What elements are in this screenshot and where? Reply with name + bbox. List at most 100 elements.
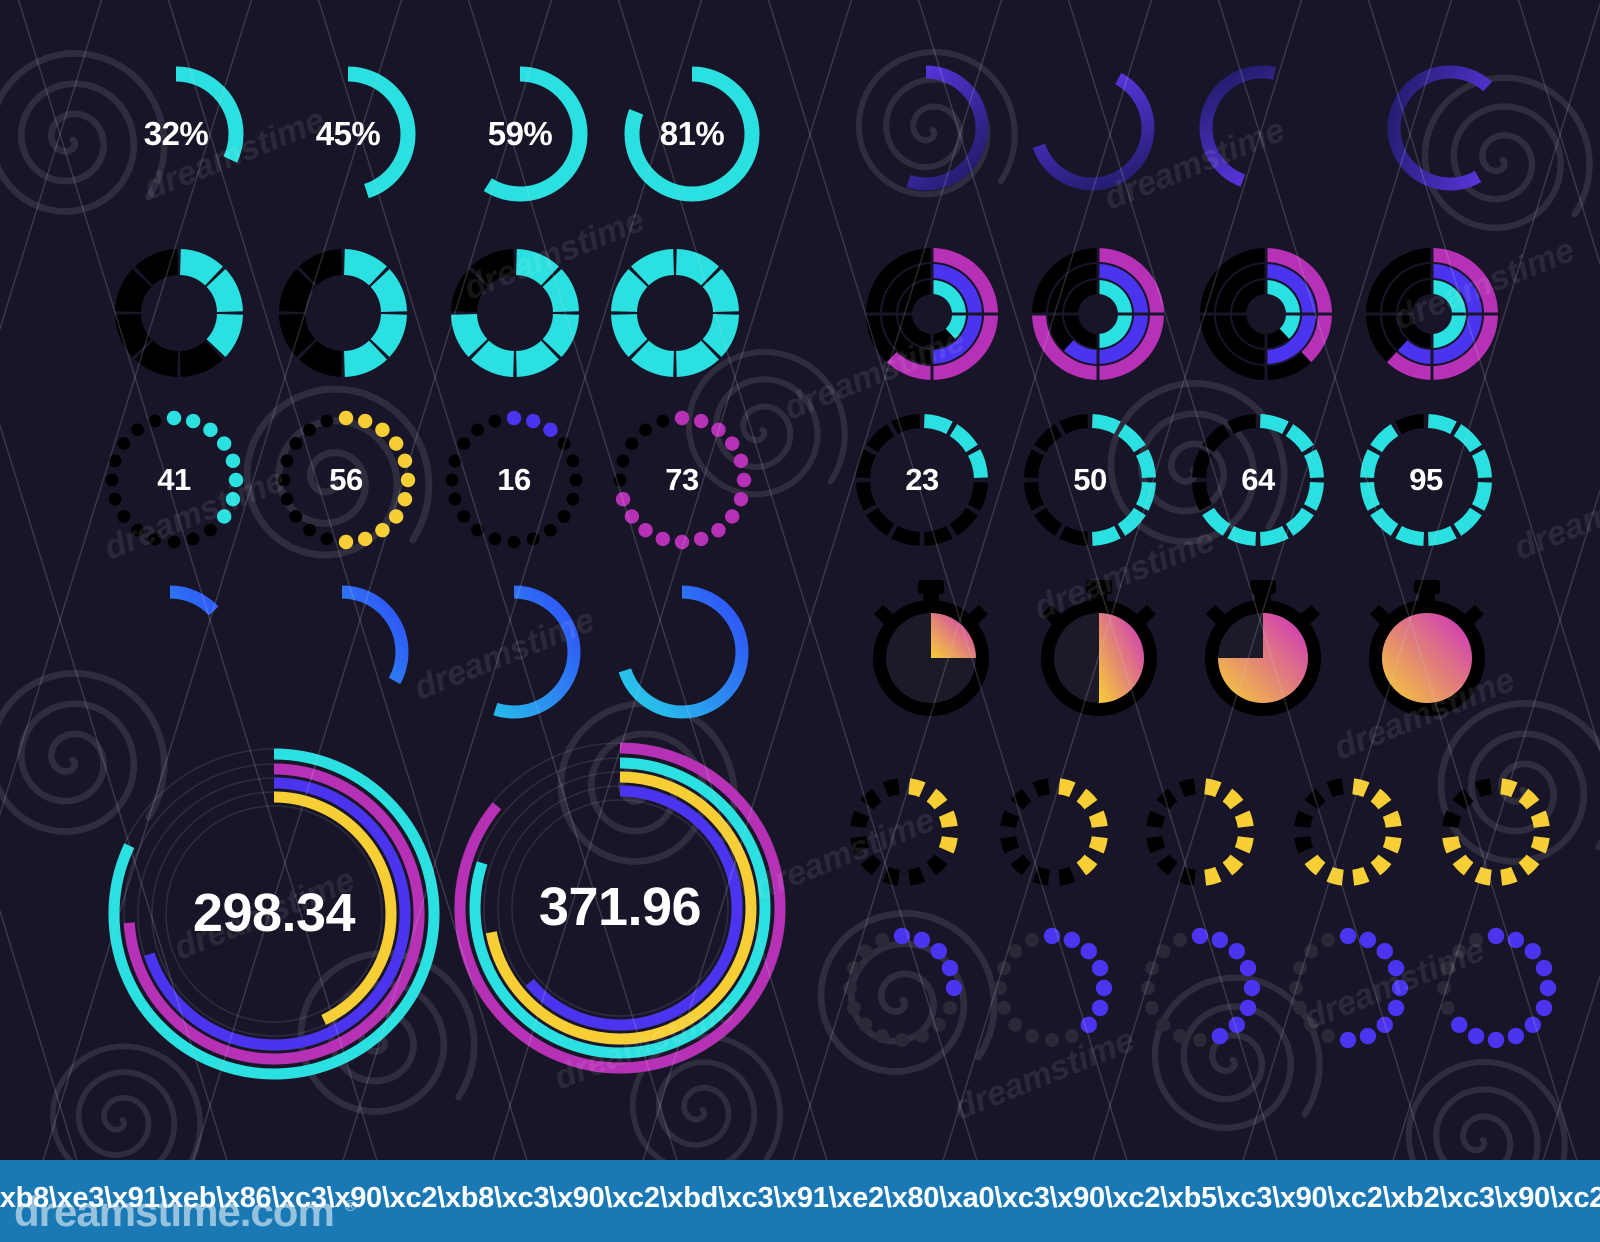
progress-dot-active	[615, 491, 631, 507]
progress-dot-inactive	[557, 510, 571, 523]
dashed-number-ring-95[interactable]: 95	[1348, 402, 1504, 558]
stopwatch-timer-100[interactable]	[1352, 572, 1502, 722]
dash-segment-active	[1453, 507, 1482, 536]
percent-ring-svg	[280, 66, 416, 202]
stopwatch-timer-50[interactable]	[1024, 572, 1174, 722]
tick-inactive	[1326, 778, 1344, 798]
dashed-number-ring-23[interactable]: 23	[844, 402, 1000, 558]
progress-dot-inactive	[613, 473, 627, 487]
concentric-triple-ring-4[interactable]	[1356, 238, 1508, 390]
registered-mark: ®	[344, 1198, 356, 1215]
segmented-donut-4[interactable]	[600, 238, 750, 388]
dial-arc-3	[151, 791, 397, 1037]
concentric-triple-ring-svg	[856, 238, 1008, 390]
dreamstime-brand-text: dreamstime.com ®	[14, 1188, 356, 1236]
gradient-blue-ring-2[interactable]	[268, 578, 416, 726]
stopwatch-crown	[1250, 580, 1276, 594]
progress-dot-active	[724, 436, 740, 451]
yellow-tick-spinner-1[interactable]	[840, 768, 968, 896]
gradient-arc-loader-4[interactable]	[1380, 58, 1520, 198]
big-value-dial-2[interactable]: 371.96	[442, 730, 798, 1086]
dotted-number-ring-16[interactable]: 16	[436, 402, 592, 558]
dashed-number-ring-50[interactable]: 50	[1012, 402, 1168, 558]
tick-active	[1382, 810, 1402, 828]
stopwatch-timer-25[interactable]	[856, 572, 1006, 722]
dashed-number-ring-svg	[856, 414, 988, 546]
spinner-dot-active	[1359, 1027, 1377, 1045]
percent-ring-59[interactable]: 59%	[444, 58, 596, 210]
dotted-number-ring-73[interactable]: 73	[604, 402, 760, 558]
percent-ring-81[interactable]: 81%	[616, 58, 768, 210]
progress-dot-active	[724, 509, 740, 524]
segmented-donut-svg	[115, 249, 243, 377]
segmented-donut-1[interactable]	[104, 238, 254, 388]
stopwatch-timer-75[interactable]	[1188, 572, 1338, 722]
concentric-triple-ring-1[interactable]	[856, 238, 1008, 390]
blue-dot-spinner-1[interactable]	[836, 922, 968, 1054]
gradient-blue-ring-1[interactable]	[96, 578, 244, 726]
percent-ring-45[interactable]: 45%	[272, 58, 424, 210]
gradient-arc-loader-svg	[863, 65, 989, 191]
tick-active	[1352, 866, 1370, 886]
concentric-triple-ring-svg	[1022, 238, 1174, 390]
dashed-number-ring-svg	[1192, 414, 1324, 546]
blue-dot-spinner-3[interactable]	[1134, 922, 1266, 1054]
big-value-dial-1[interactable]: 298.34	[96, 736, 452, 1092]
progress-dot-inactive	[488, 532, 502, 546]
spinner-dot-inactive	[1008, 944, 1023, 959]
yellow-tick-spinner-4[interactable]	[1284, 768, 1412, 896]
progress-dot-active	[338, 534, 354, 550]
dash-segment-active	[1136, 482, 1156, 511]
spinner-dot-active	[1535, 999, 1553, 1017]
gradient-arc-loader-1[interactable]	[856, 58, 996, 198]
tick-active	[1518, 788, 1540, 810]
progress-dot-active	[693, 413, 709, 429]
dotted-number-ring-56[interactable]: 56	[268, 402, 424, 558]
spinner-dot-inactive	[993, 981, 1007, 995]
tick-active	[1058, 778, 1076, 798]
donut-segment-active	[611, 269, 648, 312]
progress-dot-active	[375, 422, 390, 438]
yellow-tick-spinner-3[interactable]	[1136, 768, 1264, 896]
donut-segment-inactive	[115, 314, 152, 357]
percent-ring-32[interactable]: 32%	[100, 58, 252, 210]
yellow-tick-spinner-2[interactable]	[990, 768, 1118, 896]
progress-dot-inactive	[526, 532, 540, 546]
progress-dot-active	[736, 472, 752, 488]
progress-dot-inactive	[108, 454, 122, 468]
dash-segment-active	[1395, 526, 1424, 546]
donut-segment-active	[542, 314, 579, 357]
spinner-dot-active	[1063, 931, 1081, 949]
dashed-number-ring-64[interactable]: 64	[1180, 402, 1336, 558]
spinner-dot-inactive	[996, 1000, 1011, 1015]
blue-dot-spinner-5[interactable]	[1430, 922, 1562, 1054]
tick-active	[938, 810, 958, 828]
gradient-arc-loader-2[interactable]	[1022, 58, 1162, 198]
gradient-arc-loader-3[interactable]	[1192, 58, 1332, 198]
gradient-blue-ring-4[interactable]	[608, 578, 756, 726]
spinner-dot-active	[1467, 1027, 1485, 1045]
progress-dot-active	[338, 410, 354, 426]
blue-dot-spinner-4[interactable]	[1282, 922, 1414, 1054]
segmented-donut-2[interactable]	[268, 238, 418, 388]
stopwatch-crown	[1414, 580, 1440, 594]
gradient-blue-ring-3[interactable]	[440, 578, 588, 726]
spinner-dot-inactive	[1156, 944, 1171, 959]
blue-dot-spinner-2[interactable]	[986, 922, 1118, 1054]
segmented-donut-3[interactable]	[440, 238, 590, 388]
dash-segment-active	[1260, 414, 1289, 434]
concentric-triple-ring-2[interactable]	[1022, 238, 1174, 390]
concentric-triple-ring-3[interactable]	[1190, 238, 1342, 390]
donut-segment-inactive	[115, 269, 152, 312]
yellow-tick-spinner-5[interactable]	[1432, 768, 1560, 896]
dotted-number-ring-41[interactable]: 41	[96, 402, 252, 558]
dash-segment-active	[1304, 482, 1324, 511]
spinner-dot-active	[1487, 927, 1505, 945]
progress-dot-inactive	[148, 532, 162, 546]
progress-dot-active	[216, 509, 232, 524]
spinner-dot-inactive	[1025, 932, 1040, 947]
spinner-dot-inactive	[858, 944, 873, 959]
tick-active	[1474, 866, 1492, 886]
spinner-dot-inactive	[1292, 961, 1307, 976]
stopwatch-fill-wedge	[1381, 613, 1472, 703]
